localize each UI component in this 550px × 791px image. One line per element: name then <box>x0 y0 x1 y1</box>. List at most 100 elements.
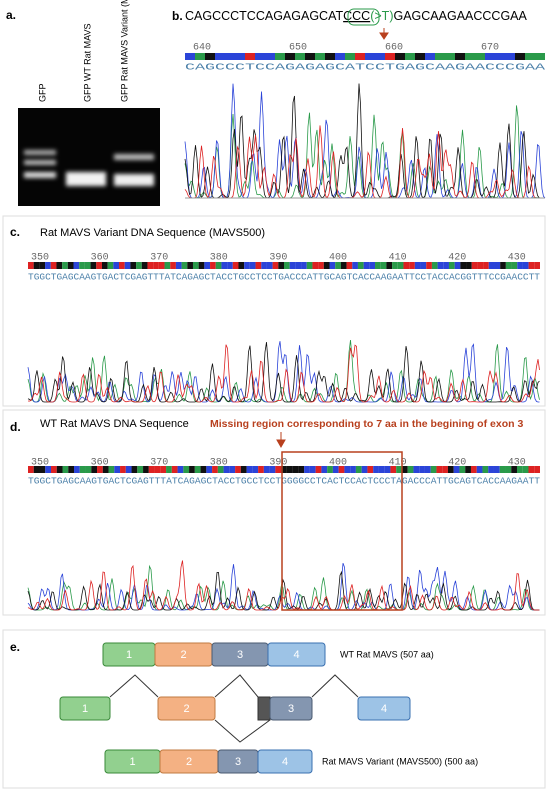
base-bar <box>403 262 410 269</box>
base-bar <box>367 466 374 473</box>
base-bar <box>137 466 144 473</box>
base-bar <box>33 466 40 473</box>
base-bar <box>217 466 224 473</box>
missing-region-box <box>281 451 403 611</box>
trace <box>27 342 540 403</box>
base-bar <box>395 53 405 60</box>
base-bar <box>195 53 205 60</box>
exon <box>157 696 216 721</box>
base-bar <box>500 262 506 269</box>
base-bar <box>45 262 51 269</box>
base-bar <box>298 466 305 473</box>
base-bar <box>535 53 545 60</box>
base-bar <box>114 466 121 473</box>
base-bar <box>68 466 75 473</box>
base-bar <box>483 262 489 269</box>
arrow <box>276 432 286 449</box>
base-bar <box>79 466 86 473</box>
base-bar <box>525 53 535 60</box>
exon <box>357 696 411 721</box>
base-bar <box>528 466 535 473</box>
position-tick: 430 <box>508 458 526 469</box>
panel-frame <box>2 629 546 789</box>
base-bar <box>200 466 207 473</box>
base-bar <box>471 262 478 269</box>
exon <box>267 642 326 667</box>
base-bar <box>131 466 138 473</box>
base-bar <box>447 466 454 473</box>
base-bar <box>175 262 182 269</box>
panel-frame <box>2 409 546 616</box>
position-tick: 660 <box>385 43 403 54</box>
base-bar <box>466 262 472 269</box>
base-bar <box>534 262 540 269</box>
base-bar <box>321 466 328 473</box>
base-bar <box>315 466 322 473</box>
base-bar <box>485 53 495 60</box>
base-bar <box>361 466 368 473</box>
base-bar <box>373 466 379 473</box>
base-bar <box>263 466 270 473</box>
base-bar <box>511 262 518 269</box>
base-bar <box>495 53 505 60</box>
base-bar <box>221 262 228 269</box>
base-bar <box>130 262 137 269</box>
position-tick: 640 <box>193 43 211 54</box>
base-bar <box>107 262 114 269</box>
base-bar <box>522 262 529 269</box>
lane-label: GFP Rat MAVS Variant (MAVS500) <box>119 0 129 102</box>
base-bar <box>505 466 512 473</box>
base-bar <box>465 466 471 473</box>
base-bar <box>516 466 523 473</box>
base-bar <box>249 262 256 269</box>
base-bar <box>534 466 540 473</box>
base-bar <box>164 262 171 269</box>
mutation-box <box>347 8 380 26</box>
base-bar <box>396 466 402 473</box>
base-bar <box>281 466 287 473</box>
base-bar <box>194 466 201 473</box>
exon-label: 1 <box>126 649 132 661</box>
base-bar <box>143 466 149 473</box>
base-bar <box>158 262 165 269</box>
base-bar <box>323 262 330 269</box>
base-bar <box>475 53 485 60</box>
base-bar <box>375 262 381 269</box>
base-bar <box>171 466 178 473</box>
base-bar <box>170 262 176 269</box>
base-bar <box>39 466 46 473</box>
base-bar <box>345 53 355 60</box>
base-bar <box>225 53 235 60</box>
base-bar <box>235 466 241 473</box>
annotation: Missing region corresponding to 7 aa in … <box>210 418 523 430</box>
base-bar <box>312 262 319 269</box>
base-bar <box>397 262 404 269</box>
base-bar <box>426 262 432 269</box>
base-bar <box>39 262 46 269</box>
base-bar <box>385 53 395 60</box>
base-bar <box>338 466 345 473</box>
position-tick: 430 <box>508 253 526 264</box>
base-bar <box>73 262 80 269</box>
base-bar <box>301 262 307 269</box>
trace <box>27 339 540 403</box>
base-bar <box>390 466 397 473</box>
base-bar <box>215 262 222 269</box>
base-bar <box>67 262 74 269</box>
base-bar <box>206 466 213 473</box>
trace <box>27 564 540 611</box>
seq-part: GAGCAAGAACCCGAA <box>393 9 527 23</box>
exon-label: 1 <box>129 756 135 768</box>
seq-part: CAGCCCTCCAGAGAGCAT <box>185 9 343 23</box>
base-bar <box>62 466 69 473</box>
panel-label: a. <box>6 8 16 22</box>
base-bar <box>409 262 415 269</box>
position-tick: 380 <box>210 458 228 469</box>
base-bar <box>147 262 154 269</box>
trace <box>184 83 546 199</box>
base-bar <box>102 466 109 473</box>
base-bar <box>56 262 63 269</box>
base-bar <box>85 466 92 473</box>
base-bar <box>181 262 188 269</box>
base-bar <box>340 262 347 269</box>
